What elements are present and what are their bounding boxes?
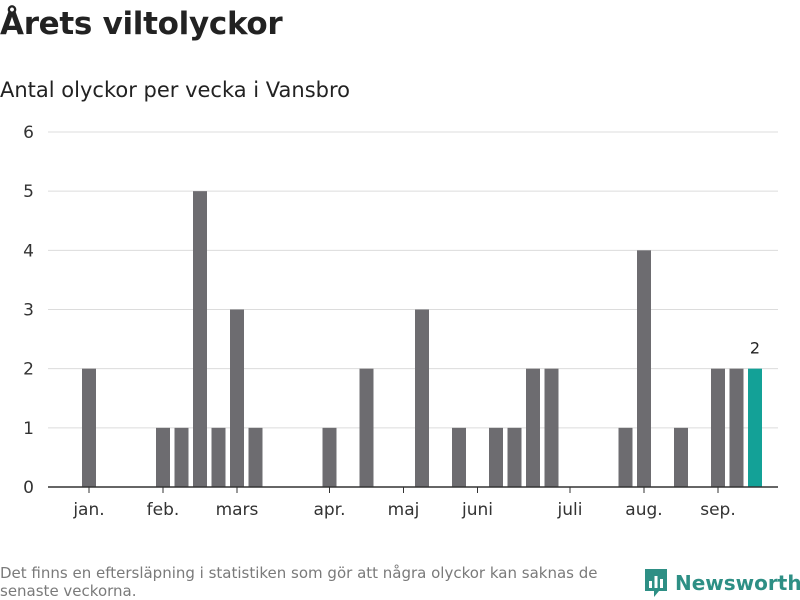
bar — [544, 368, 559, 487]
x-tick-label: maj — [388, 500, 420, 520]
chart-title: Årets viltolyckor — [0, 6, 283, 42]
bar — [674, 427, 688, 487]
bar — [507, 427, 522, 487]
bar — [637, 250, 651, 487]
bar — [729, 368, 744, 487]
bar — [618, 427, 633, 487]
bar — [248, 427, 263, 487]
y-tick-label: 6 — [23, 123, 34, 143]
bar — [711, 368, 725, 487]
bar-latest-week — [748, 368, 762, 487]
bar — [526, 368, 540, 487]
y-tick-label: 4 — [23, 241, 34, 261]
y-tick-label: 2 — [23, 360, 34, 380]
bar-chart: 0 1 2 3 4 5 6 jan. feb. mars apr. maj juni juli aug. s… — [23, 123, 778, 520]
bar — [193, 191, 207, 487]
footnote: Det finns en eftersläpning i statistiken… — [0, 564, 598, 600]
brand-name: Newsworthy — [675, 571, 800, 595]
last-value-label: 2 — [750, 339, 760, 358]
bar — [359, 368, 374, 487]
y-tick-label: 0 — [23, 478, 34, 498]
gridlines — [48, 131, 778, 429]
x-tick-label: apr. — [313, 500, 345, 520]
x-tick-label: juli — [557, 500, 583, 520]
bar — [156, 427, 170, 487]
x-tick-label: juni — [461, 500, 493, 520]
bar — [489, 427, 503, 487]
bar — [174, 427, 189, 487]
y-tick-label: 3 — [23, 301, 34, 321]
y-tick-label: 1 — [23, 419, 34, 439]
x-tick-label: feb. — [147, 500, 180, 520]
x-axis-ticks: jan. feb. mars apr. maj juni juli aug. sep. — [72, 487, 736, 520]
bars — [82, 191, 762, 487]
newsworthy-logo: Newsworthy — [643, 567, 800, 599]
y-tick-label: 5 — [23, 182, 34, 202]
chart-subtitle: Antal olyckor per vecka i Vansbro — [0, 78, 351, 102]
bar — [230, 309, 244, 487]
bar — [211, 427, 226, 487]
x-tick-label: mars — [216, 500, 259, 520]
bar — [452, 427, 466, 487]
bar — [322, 427, 337, 487]
newsworthy-logo-icon — [645, 569, 667, 597]
x-tick-label: aug. — [625, 500, 662, 520]
y-axis-ticks: 0 1 2 3 4 5 6 — [23, 123, 34, 498]
x-tick-label: jan. — [72, 500, 104, 520]
bar — [82, 368, 96, 487]
bar — [415, 309, 429, 487]
x-tick-label: sep. — [700, 500, 736, 520]
